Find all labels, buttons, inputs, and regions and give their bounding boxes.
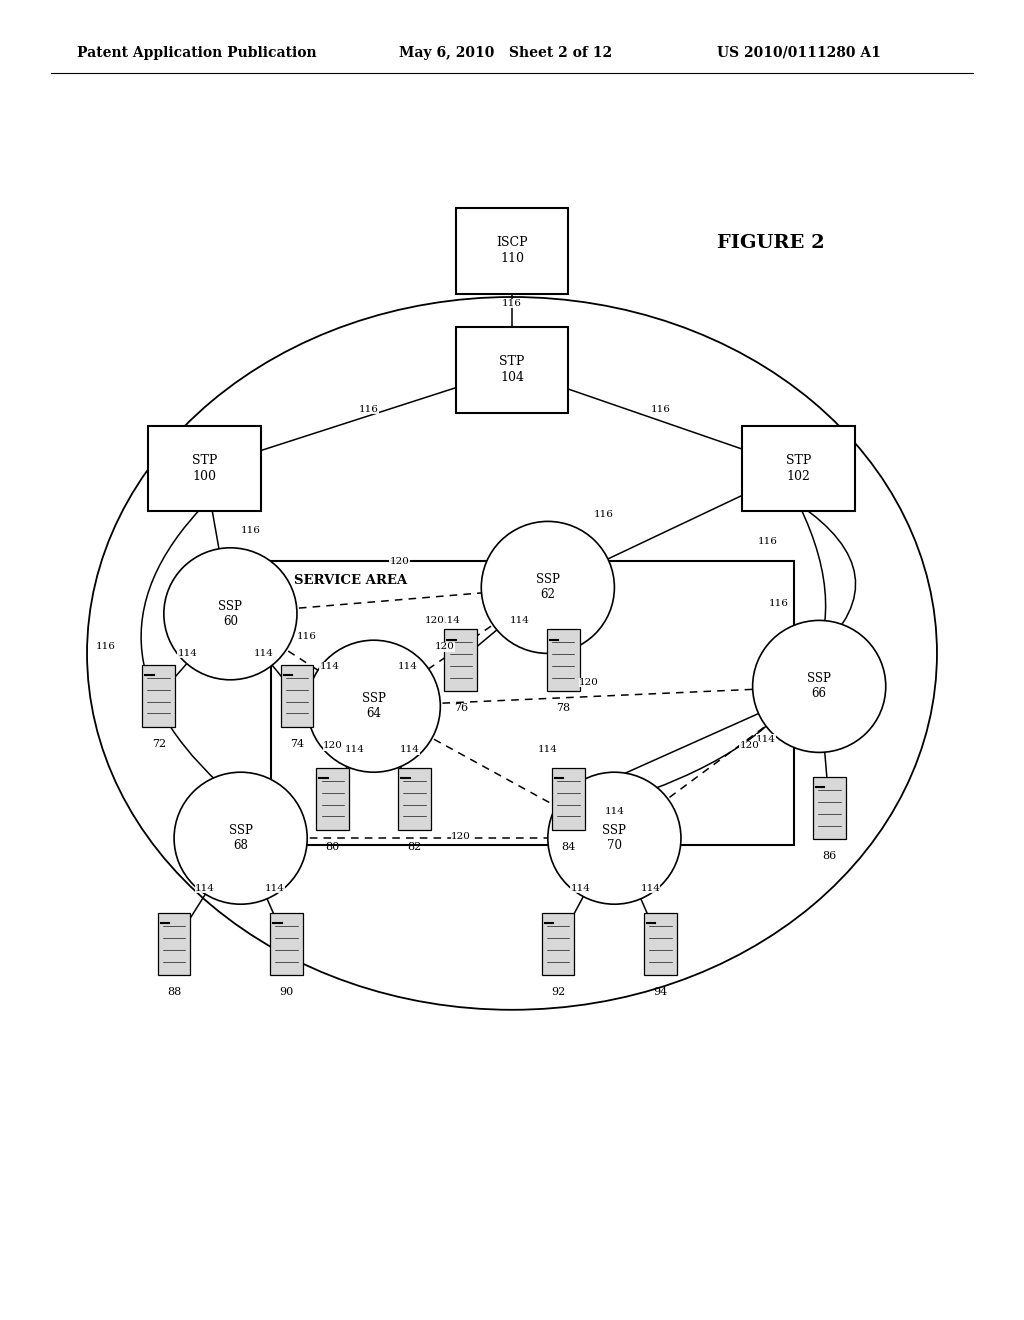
Text: 114: 114 — [264, 884, 285, 892]
Bar — [271, 561, 794, 845]
Text: 120: 120 — [579, 678, 599, 686]
Text: 78: 78 — [556, 704, 570, 713]
Text: SSP
60: SSP 60 — [218, 599, 243, 628]
FancyBboxPatch shape — [158, 913, 190, 974]
Text: 114: 114 — [440, 616, 461, 624]
Text: 116: 116 — [358, 405, 379, 413]
Text: 88: 88 — [167, 987, 181, 997]
Text: 116: 116 — [650, 405, 671, 413]
Text: 120: 120 — [323, 742, 343, 750]
Text: 114: 114 — [604, 808, 625, 816]
Ellipse shape — [753, 620, 886, 752]
FancyBboxPatch shape — [552, 768, 585, 830]
Text: 120: 120 — [389, 557, 410, 565]
FancyBboxPatch shape — [742, 425, 855, 511]
FancyBboxPatch shape — [542, 913, 574, 974]
Text: 94: 94 — [653, 987, 668, 997]
Text: 116: 116 — [95, 643, 116, 651]
Text: 114: 114 — [177, 649, 198, 657]
Text: 114: 114 — [570, 884, 591, 892]
Text: STP
102: STP 102 — [786, 454, 811, 483]
Text: 74: 74 — [290, 739, 304, 748]
Ellipse shape — [548, 772, 681, 904]
Text: 114: 114 — [319, 663, 340, 671]
Text: 90: 90 — [280, 987, 294, 997]
Text: 72: 72 — [152, 739, 166, 748]
Text: SSP
66: SSP 66 — [807, 672, 831, 701]
Text: 114: 114 — [399, 746, 420, 754]
Text: SSP
62: SSP 62 — [536, 573, 560, 602]
Text: 114: 114 — [254, 649, 274, 657]
Text: 116: 116 — [297, 632, 317, 640]
Text: 120: 120 — [739, 742, 760, 750]
Text: 114: 114 — [640, 884, 660, 892]
Ellipse shape — [481, 521, 614, 653]
FancyBboxPatch shape — [813, 776, 846, 840]
Text: Patent Application Publication: Patent Application Publication — [77, 46, 316, 59]
Text: 114: 114 — [510, 616, 530, 624]
FancyBboxPatch shape — [444, 630, 477, 692]
Ellipse shape — [307, 640, 440, 772]
Text: 76: 76 — [454, 704, 468, 713]
Text: 116: 116 — [758, 537, 778, 545]
FancyBboxPatch shape — [398, 768, 431, 830]
FancyBboxPatch shape — [547, 630, 580, 692]
Text: 114: 114 — [397, 663, 418, 671]
Ellipse shape — [174, 772, 307, 904]
Text: 80: 80 — [326, 842, 340, 851]
FancyBboxPatch shape — [456, 327, 568, 412]
Text: 116: 116 — [594, 511, 614, 519]
Text: 120: 120 — [451, 833, 471, 841]
FancyBboxPatch shape — [281, 665, 313, 726]
Text: 116: 116 — [241, 527, 261, 535]
FancyBboxPatch shape — [148, 425, 261, 511]
Text: SSP
70: SSP 70 — [602, 824, 627, 853]
Text: FIGURE 2: FIGURE 2 — [717, 234, 824, 252]
Text: 82: 82 — [408, 842, 422, 851]
Text: STP
104: STP 104 — [500, 355, 524, 384]
Text: US 2010/0111280 A1: US 2010/0111280 A1 — [717, 46, 881, 59]
Text: May 6, 2010   Sheet 2 of 12: May 6, 2010 Sheet 2 of 12 — [399, 46, 612, 59]
Text: 120: 120 — [434, 643, 455, 651]
Text: 116: 116 — [768, 599, 788, 607]
Text: 114: 114 — [538, 746, 558, 754]
FancyBboxPatch shape — [270, 913, 303, 974]
FancyBboxPatch shape — [316, 768, 349, 830]
Text: 116: 116 — [502, 300, 522, 308]
FancyBboxPatch shape — [644, 913, 677, 974]
Text: STP
100: STP 100 — [193, 454, 217, 483]
Text: 114: 114 — [756, 735, 776, 743]
Text: 84: 84 — [561, 842, 575, 851]
Text: 92: 92 — [551, 987, 565, 997]
Ellipse shape — [164, 548, 297, 680]
Text: ISCP
110: ISCP 110 — [497, 236, 527, 265]
Text: 114: 114 — [195, 884, 215, 892]
Text: 114: 114 — [344, 746, 365, 754]
Text: SSP
68: SSP 68 — [228, 824, 253, 853]
Text: SSP
64: SSP 64 — [361, 692, 386, 721]
Text: 86: 86 — [822, 851, 837, 861]
Text: 120: 120 — [425, 616, 445, 624]
FancyBboxPatch shape — [456, 207, 568, 293]
FancyBboxPatch shape — [142, 665, 175, 726]
Text: SERVICE AREA: SERVICE AREA — [294, 574, 407, 587]
